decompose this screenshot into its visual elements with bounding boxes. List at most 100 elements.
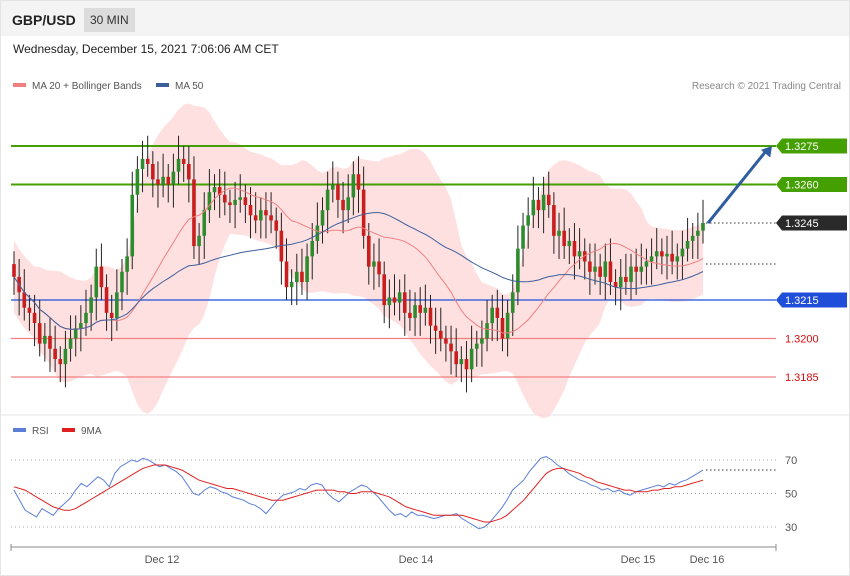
candle-body <box>315 225 320 241</box>
candle-body <box>341 199 345 211</box>
price-label-1.3215: 1.3215 <box>785 295 819 307</box>
candle-body <box>310 240 315 257</box>
x-tick-label: Dec 15 <box>621 554 656 566</box>
candle-body <box>696 230 700 236</box>
candle-body <box>459 359 464 365</box>
candle-body <box>253 215 258 221</box>
legend-9ma: 9MA <box>62 426 102 437</box>
candle-body <box>22 292 27 308</box>
candle-body <box>701 223 705 231</box>
candle-body <box>269 215 273 221</box>
candle-body <box>526 215 530 226</box>
candle-body <box>243 197 248 206</box>
candle-body <box>212 187 217 193</box>
candle-body <box>238 197 243 200</box>
candle-body <box>680 248 685 257</box>
candle-body <box>413 305 417 318</box>
candle-body <box>53 348 57 360</box>
timeframe-button[interactable]: 30 MIN <box>84 8 135 32</box>
candle-body <box>382 274 387 306</box>
candle-body <box>207 192 212 211</box>
candle-body <box>305 256 309 283</box>
candle-body <box>366 235 371 267</box>
candle-body <box>115 292 119 318</box>
rsi-line <box>13 456 704 530</box>
candle-body <box>176 158 181 172</box>
candle-body <box>660 251 664 257</box>
candle-body <box>408 312 412 318</box>
legend-ma50: MA 50 <box>156 81 203 92</box>
candle-body <box>202 210 207 236</box>
candle-body <box>618 276 623 288</box>
candle-body <box>449 343 453 352</box>
candle-body <box>73 328 78 339</box>
candle-body <box>197 235 201 247</box>
candle-body <box>377 261 381 275</box>
candle-body <box>490 307 494 324</box>
candle-body <box>279 230 284 262</box>
candle-body <box>428 307 433 326</box>
legend-rsi: RSI <box>13 426 49 437</box>
candle-body <box>572 240 577 257</box>
candle-body <box>582 251 587 262</box>
candle-body <box>665 253 669 257</box>
candle-body <box>140 158 145 170</box>
price-label-1.3200: 1.3200 <box>785 334 819 346</box>
candle-body <box>516 248 520 293</box>
candle-body <box>495 307 500 318</box>
price-tag-1.3215 <box>776 292 847 308</box>
candle-body <box>79 323 83 329</box>
candle-body <box>629 266 633 283</box>
x-tick-label: Dec 16 <box>690 554 725 566</box>
candle-body <box>644 261 649 267</box>
candle-body <box>397 292 402 303</box>
candle-body <box>649 256 654 262</box>
candle-body <box>670 253 674 262</box>
candle-body <box>567 240 572 247</box>
price-tag-1.3260 <box>776 177 847 192</box>
rsi-ma9-line <box>13 464 704 523</box>
rsi-tick-label: 70 <box>785 455 797 467</box>
candle-body <box>639 266 644 272</box>
rsi-swatch-icon <box>13 428 26 433</box>
projection-arrow-head-icon <box>760 146 772 158</box>
candle-body <box>248 205 253 216</box>
candle-body <box>68 338 73 349</box>
candle-body <box>613 282 618 288</box>
candle-body <box>444 338 448 344</box>
candle-body <box>161 176 165 185</box>
candle-body <box>690 235 695 241</box>
candle-body <box>120 271 124 293</box>
candle-body <box>12 264 16 277</box>
candle-body <box>361 189 366 236</box>
candle-body <box>48 335 52 349</box>
x-tick-label: Dec 12 <box>145 554 180 566</box>
legend-9ma-label: 9MA <box>81 426 102 437</box>
candle-body <box>325 189 330 211</box>
ma50-swatch-icon <box>156 83 169 88</box>
candle-body <box>624 276 628 283</box>
candle-body <box>320 210 325 226</box>
candle-body <box>135 169 140 195</box>
candle-body <box>104 287 109 313</box>
candle-body <box>464 359 469 370</box>
candle-body <box>474 343 479 349</box>
price-label-1.3260: 1.3260 <box>785 180 819 192</box>
candle-body <box>294 271 299 283</box>
candle-body <box>125 256 129 272</box>
top-bar: GBP/USD 30 MIN <box>1 1 849 36</box>
candle-body <box>500 317 505 339</box>
candle-body <box>541 194 546 211</box>
candle-body <box>654 251 659 257</box>
candle-body <box>58 359 63 365</box>
candle-body <box>685 240 690 249</box>
price-label-1.3245: 1.3245 <box>785 218 819 230</box>
candle-body <box>330 184 335 190</box>
candle-body <box>346 197 351 211</box>
candle-body <box>284 261 289 288</box>
candle-body <box>274 220 279 231</box>
candle-body <box>130 194 135 257</box>
candle-body <box>63 348 68 365</box>
candle-body <box>418 305 423 313</box>
